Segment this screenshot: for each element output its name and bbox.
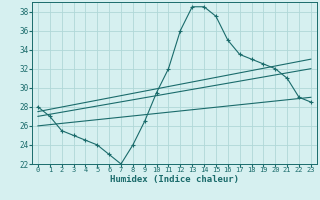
X-axis label: Humidex (Indice chaleur): Humidex (Indice chaleur)	[110, 175, 239, 184]
